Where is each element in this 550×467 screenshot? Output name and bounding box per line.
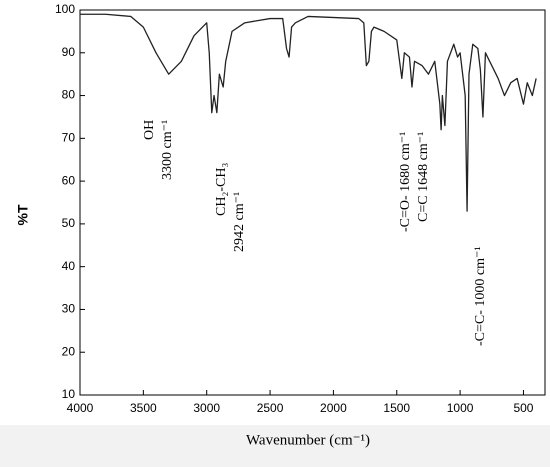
x-tick-label: 3500 — [130, 401, 157, 415]
y-tick-label: 30 — [62, 302, 76, 316]
y-tick-label: 80 — [62, 88, 76, 102]
y-tick-label: 70 — [62, 131, 76, 145]
plot-frame — [79, 9, 546, 396]
annotation: -C=O- 1680 cm⁻¹ — [398, 132, 413, 232]
x-tick-label: 4000 — [67, 401, 94, 415]
y-tick-label: 20 — [62, 344, 76, 358]
x-tick-label: 1500 — [383, 401, 410, 415]
annotation: CH₂-CH₃ — [214, 163, 229, 216]
x-tick-label: 500 — [513, 401, 533, 415]
x-tick-label: 2000 — [320, 401, 347, 415]
x-axis-label: Wavenumber (cm⁻¹) — [246, 432, 370, 448]
y-tick-label: 60 — [62, 173, 76, 187]
x-tick-label: 1000 — [447, 401, 474, 415]
y-tick-label: 100 — [55, 2, 75, 16]
y-tick-label: 90 — [62, 45, 76, 59]
annotation: -C=C- 1000 cm⁻¹ — [473, 246, 488, 346]
y-axis-label: %T — [15, 204, 31, 225]
y-tick-label: 10 — [62, 387, 76, 401]
annotation: C=C 1648 cm⁻¹ — [416, 132, 431, 222]
x-tick-label: 2500 — [257, 401, 284, 415]
spectrum-line — [80, 13, 537, 212]
xlabel-strip — [0, 425, 550, 467]
annotation: OH — [142, 120, 157, 140]
annotation: 3300 cm⁻¹ — [160, 120, 175, 180]
x-tick-label: 3000 — [193, 401, 220, 415]
y-tick-label: 40 — [62, 259, 76, 273]
annotation: 2942 cm⁻¹ — [232, 192, 247, 252]
y-tick-label: 50 — [62, 216, 76, 230]
